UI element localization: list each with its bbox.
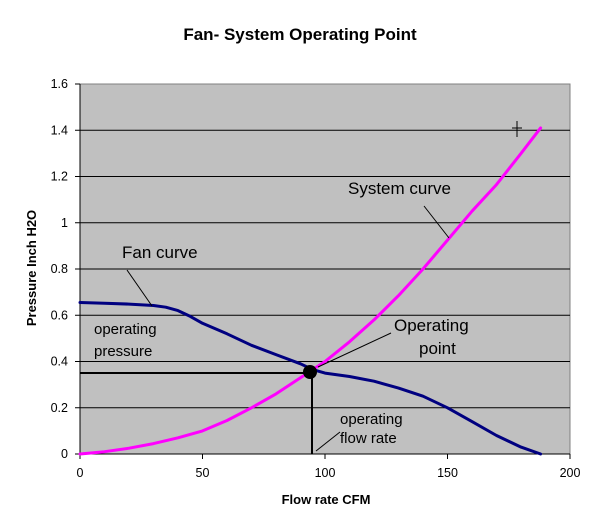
x-axis-title: Flow rate CFM	[282, 492, 371, 507]
x-tick-label: 100	[315, 466, 336, 480]
y-tick-label: 1.2	[51, 170, 68, 184]
y-tick-label: 1	[61, 216, 68, 230]
operating-flow-label-1: operating	[340, 411, 403, 428]
operating-point-marker	[303, 365, 317, 379]
operating-point-leader	[317, 332, 392, 368]
x-axis-ticks: 0 50 100 150 200	[77, 84, 581, 480]
y-tick-label: 0.4	[51, 355, 68, 369]
fan-curve-label: Fan curve	[122, 243, 198, 262]
fan-curve-line	[78, 301, 543, 456]
operating-pressure-label-2: pressure	[94, 343, 152, 360]
y-axis-ticks: 0 0.2 0.4 0.6 0.8 1 1.2 1.4 1.6	[51, 77, 80, 461]
operating-flow-label-2: flow rate	[340, 430, 397, 447]
y-axis-title: Pressure Inch H2O	[24, 210, 39, 326]
operating-pressure-label-1: operating	[94, 321, 157, 338]
chart-title: Fan- System Operating Point	[183, 25, 417, 44]
operating-point-label-1: Operating	[394, 316, 469, 335]
gridlines	[80, 129, 570, 409]
x-tick-label: 200	[560, 466, 581, 480]
y-tick-label: 0	[61, 447, 68, 461]
y-tick-label: 1.4	[51, 123, 68, 137]
y-tick-label: 0.6	[51, 308, 68, 322]
fan-curve-leader	[126, 269, 153, 307]
x-tick-label: 150	[437, 466, 458, 480]
x-tick-label: 0	[77, 466, 84, 480]
y-tick-label: 1.6	[51, 77, 68, 91]
system-curve-leader	[423, 205, 450, 239]
x-tick-label: 50	[196, 466, 210, 480]
y-tick-label: 0.8	[51, 262, 68, 276]
operating-point-label-2: point	[419, 339, 456, 358]
y-tick-label: 0.2	[51, 401, 68, 415]
operating-flow-leader	[315, 431, 341, 452]
system-curve-label: System curve	[348, 179, 451, 198]
